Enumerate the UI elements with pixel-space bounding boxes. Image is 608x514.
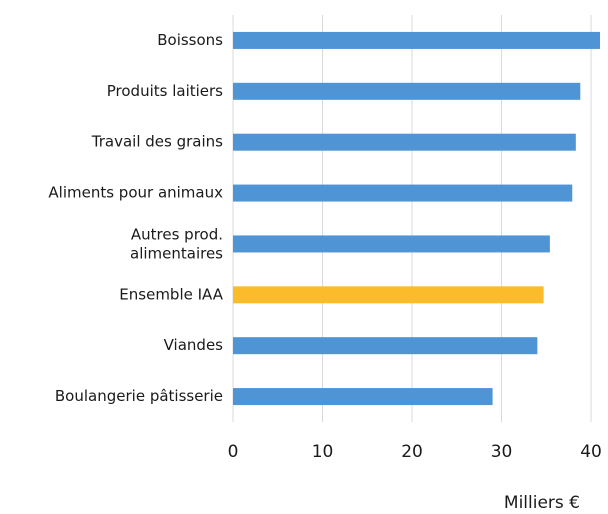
y-tick-label: Produits laitiers	[107, 82, 223, 100]
bar	[233, 82, 581, 100]
y-tick-label: Ensemble IAA	[119, 285, 223, 303]
x-tick-label: 0	[228, 442, 239, 462]
bar	[233, 235, 550, 253]
x-axis-label: Milliers €	[504, 493, 580, 513]
y-tick-label: Autres prod. alimentaires	[130, 225, 223, 262]
x-tick-label: 40	[580, 442, 602, 462]
y-tick-label: Boulangerie pâtisserie	[55, 387, 223, 405]
y-tick-label: Boissons	[157, 31, 223, 49]
bar	[233, 133, 576, 151]
y-tick-label: Aliments pour animaux	[48, 184, 223, 202]
x-tick-label: 30	[491, 442, 513, 462]
y-tick-label: Viandes	[164, 336, 224, 354]
bar	[233, 337, 538, 355]
bar	[233, 388, 493, 406]
bar	[233, 286, 544, 304]
y-tick-label: Travail des grains	[91, 133, 223, 151]
bar	[233, 184, 573, 202]
x-tick-label: 10	[312, 442, 334, 462]
x-tick-label: 20	[401, 442, 423, 462]
bar	[233, 31, 600, 49]
